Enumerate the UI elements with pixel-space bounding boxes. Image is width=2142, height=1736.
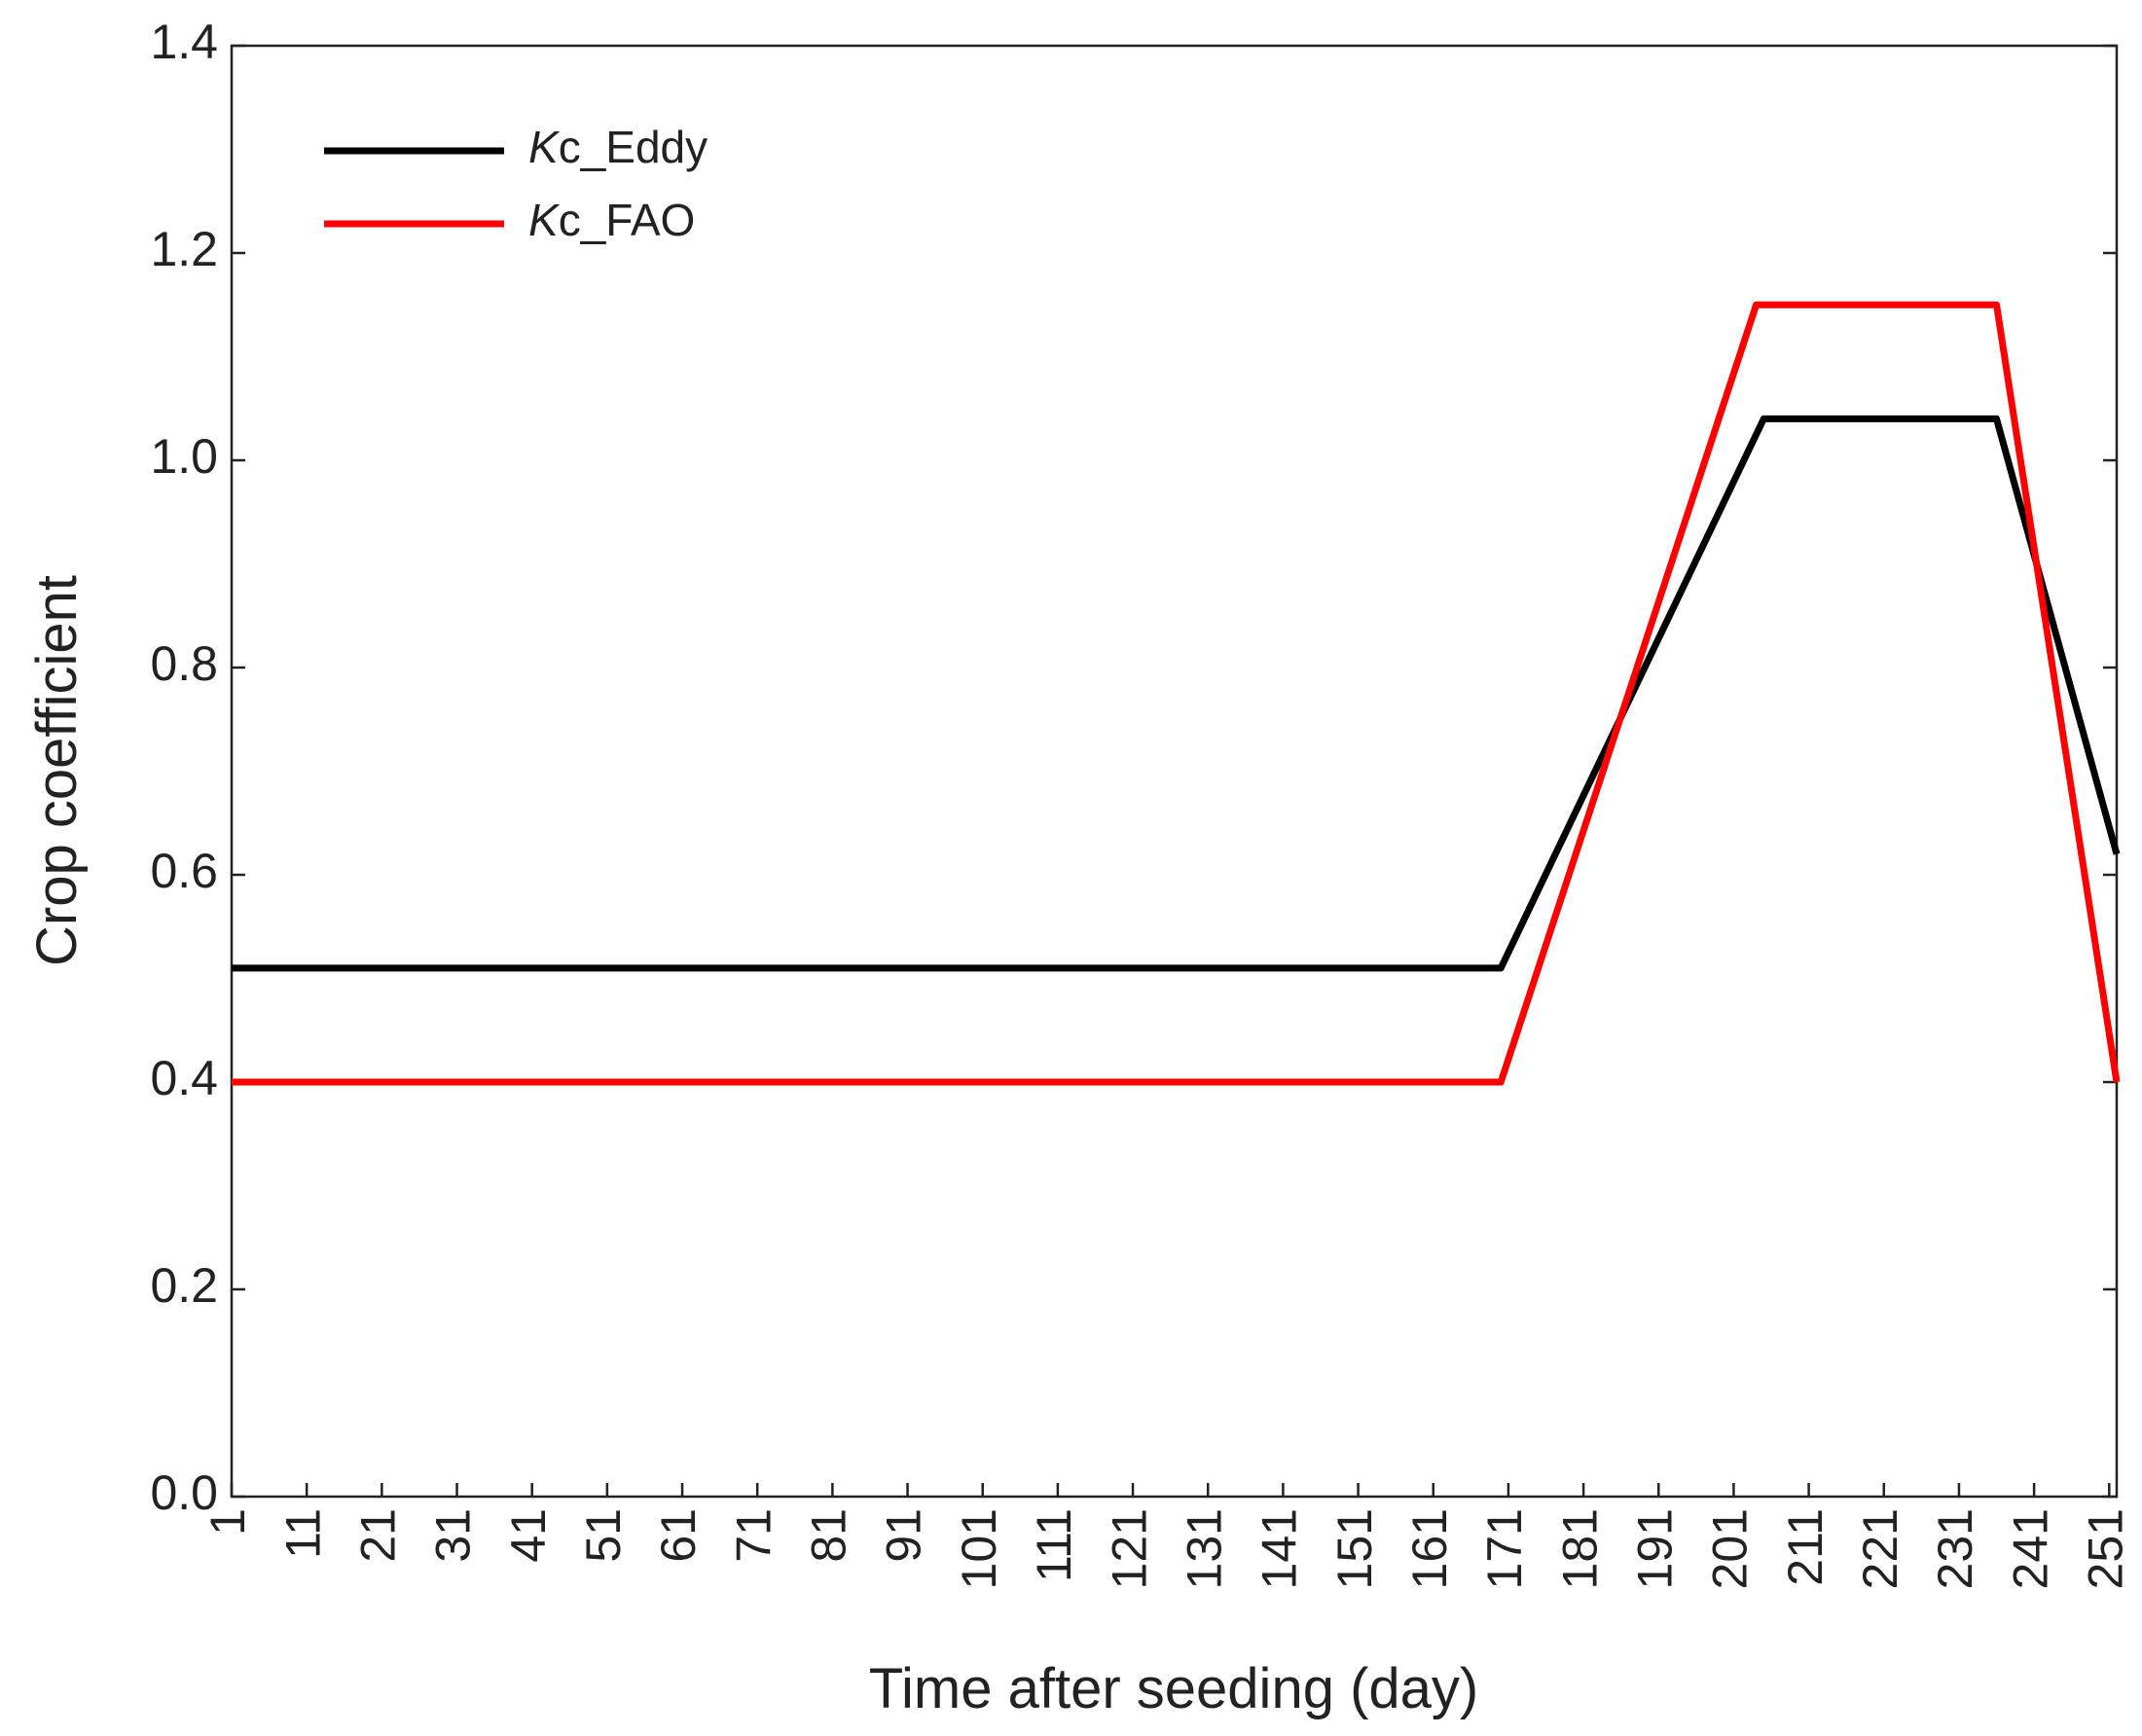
x-tick-label: 211 xyxy=(1778,1508,1833,1586)
x-tick-label: 101 xyxy=(952,1508,1006,1589)
data-line xyxy=(232,301,2121,1086)
x-tick-label: 1 xyxy=(200,1508,255,1536)
x-axis-label: Time after seeding (day) xyxy=(869,1657,1478,1720)
x-tick-label: 61 xyxy=(651,1508,706,1563)
x-tick-label: 201 xyxy=(1703,1508,1758,1589)
y-tick-label: 1.0 xyxy=(150,429,218,484)
legend-label: Kc_FAO xyxy=(528,195,695,245)
y-axis-label: Crop coefficient xyxy=(25,575,89,966)
y-tick-label: 0.8 xyxy=(150,636,218,691)
x-tick-label: 151 xyxy=(1327,1508,1382,1589)
y-tick-label: 0.2 xyxy=(150,1258,218,1313)
y-tick-label: 1.2 xyxy=(150,222,218,276)
y-tick-label: 1.4 xyxy=(150,15,218,69)
y-tick-label: 0.0 xyxy=(150,1465,218,1520)
x-tick-label: 221 xyxy=(1853,1508,1907,1589)
x-tick-label: 251 xyxy=(2078,1508,2132,1589)
x-tick-label: 81 xyxy=(802,1508,856,1563)
x-tick-label: 121 xyxy=(1102,1508,1156,1589)
x-tick-label: 241 xyxy=(2003,1508,2057,1589)
x-tick-label: 181 xyxy=(1552,1508,1607,1589)
x-tick-label: 191 xyxy=(1627,1508,1682,1589)
x-tick-label: 171 xyxy=(1477,1508,1532,1589)
x-tick-label: 31 xyxy=(426,1508,481,1563)
x-tick-label: 161 xyxy=(1402,1508,1457,1589)
y-tick-label: 0.4 xyxy=(150,1051,218,1105)
x-tick-label: 21 xyxy=(351,1508,406,1563)
x-tick-label: 41 xyxy=(501,1508,556,1563)
x-tick-label: 111 xyxy=(1027,1508,1081,1582)
x-tick-label: 141 xyxy=(1253,1508,1307,1589)
x-tick-label: 71 xyxy=(726,1508,781,1563)
legend-label: Kc_Eddy xyxy=(528,122,708,172)
plot-frame xyxy=(230,44,2119,1499)
x-tick-label: 11 xyxy=(275,1508,330,1559)
x-tick-label: 91 xyxy=(877,1508,931,1563)
x-tick-label: 51 xyxy=(576,1508,631,1563)
y-tick-label: 0.6 xyxy=(150,844,218,898)
x-tick-label: 131 xyxy=(1177,1508,1231,1589)
x-tick-label: 231 xyxy=(1928,1508,1982,1589)
data-line xyxy=(232,415,2121,972)
